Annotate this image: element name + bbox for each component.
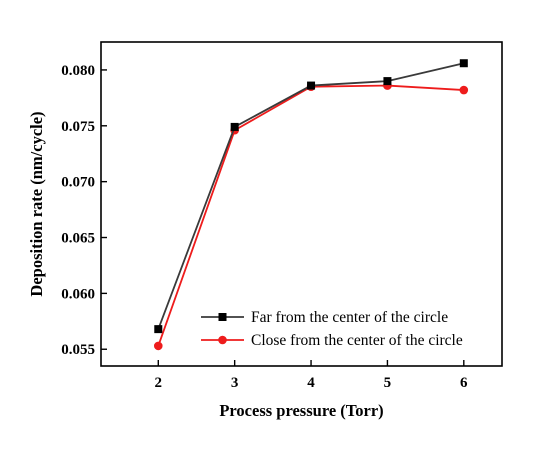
legend-label-1: Far from the center of the circle — [251, 309, 448, 326]
data-point-square — [459, 59, 468, 68]
x-axis-title: Process pressure (Torr) — [219, 401, 383, 420]
legend: Far from the center of the circle Close f… — [201, 309, 463, 349]
data-point-circle — [459, 85, 469, 95]
x-tick-label: 2 — [155, 375, 163, 391]
series-layer — [153, 59, 469, 351]
y-tick-label: 0.055 — [61, 342, 95, 358]
y-tick-label: 0.080 — [61, 63, 95, 79]
series-line-1 — [157, 62, 465, 330]
y-tick-label: 0.075 — [61, 119, 95, 135]
y-axis-title: Deposition rate (nm/cycle) — [27, 111, 46, 296]
legend-marker-circle — [218, 335, 227, 345]
x-tick-label: 3 — [231, 375, 239, 391]
y-tick-label: 0.070 — [61, 175, 95, 191]
series-line-2 — [157, 84, 464, 347]
plot-frame — [100, 41, 503, 367]
x-axis: 2 3 4 5 6 — [155, 360, 468, 391]
data-point-square — [154, 325, 163, 334]
plot-area — [100, 41, 503, 367]
data-point-square — [230, 122, 239, 131]
data-point-square — [383, 77, 392, 86]
data-point-square — [307, 81, 316, 90]
legend-marker-square — [218, 313, 227, 321]
x-tick-label: 5 — [384, 375, 392, 391]
legend-label-2: Close from the center of the circle — [251, 332, 463, 349]
y-tick-label: 0.065 — [61, 231, 95, 247]
x-tick-label: 6 — [460, 375, 468, 391]
y-axis: 0.055 0.060 0.065 0.070 0.075 0.080 — [61, 63, 107, 358]
data-point-circle — [153, 341, 163, 351]
y-tick-label: 0.060 — [61, 286, 95, 302]
x-tick-label: 4 — [307, 375, 315, 391]
